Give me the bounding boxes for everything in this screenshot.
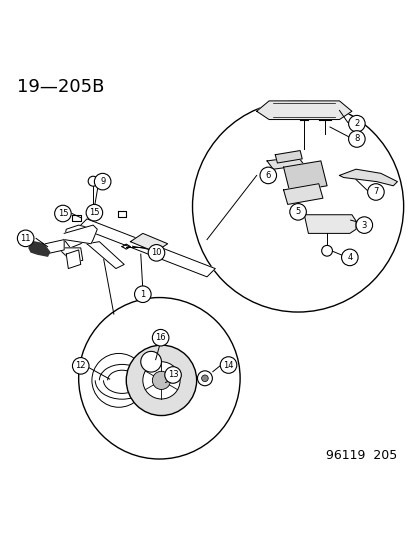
Circle shape — [72, 358, 89, 374]
Polygon shape — [29, 241, 50, 256]
Polygon shape — [304, 215, 355, 233]
Text: 16: 16 — [155, 333, 166, 342]
Text: 7: 7 — [373, 188, 377, 197]
Text: 8: 8 — [354, 134, 358, 143]
Polygon shape — [266, 157, 304, 169]
Polygon shape — [130, 233, 167, 252]
Circle shape — [86, 204, 102, 221]
Circle shape — [289, 204, 306, 220]
Text: 12: 12 — [75, 361, 86, 370]
Circle shape — [148, 245, 164, 261]
Polygon shape — [72, 215, 81, 221]
Circle shape — [140, 351, 161, 372]
Circle shape — [142, 362, 180, 399]
Polygon shape — [283, 161, 326, 192]
Circle shape — [164, 367, 181, 383]
Text: 1: 1 — [140, 290, 145, 298]
Circle shape — [348, 115, 364, 132]
Polygon shape — [118, 211, 126, 217]
Text: 3: 3 — [361, 221, 366, 230]
Text: 15: 15 — [89, 208, 100, 217]
Circle shape — [88, 176, 98, 186]
Text: 4: 4 — [347, 253, 351, 262]
Polygon shape — [78, 219, 215, 277]
Text: 96119  205: 96119 205 — [325, 449, 396, 462]
Text: 14: 14 — [223, 360, 233, 369]
Polygon shape — [87, 241, 124, 269]
Circle shape — [152, 329, 169, 346]
Text: 6: 6 — [265, 171, 270, 180]
Polygon shape — [64, 225, 89, 248]
Text: 19—205B: 19—205B — [17, 78, 104, 96]
Text: 2: 2 — [354, 119, 358, 128]
Circle shape — [126, 345, 196, 416]
Polygon shape — [339, 169, 396, 186]
Circle shape — [348, 131, 364, 147]
Text: 15: 15 — [57, 209, 68, 218]
Text: 9: 9 — [100, 177, 105, 186]
Text: 13: 13 — [167, 370, 178, 379]
Text: 5: 5 — [295, 207, 300, 216]
Circle shape — [55, 205, 71, 222]
Circle shape — [94, 173, 111, 190]
Circle shape — [134, 286, 151, 303]
Text: 11: 11 — [20, 234, 31, 243]
Polygon shape — [45, 240, 64, 254]
Polygon shape — [283, 184, 322, 204]
Circle shape — [259, 167, 276, 184]
Circle shape — [355, 217, 372, 233]
Circle shape — [197, 371, 212, 386]
Text: 10: 10 — [151, 248, 161, 257]
Polygon shape — [64, 225, 97, 244]
Circle shape — [220, 357, 236, 373]
Circle shape — [321, 245, 332, 256]
Polygon shape — [58, 248, 83, 262]
Circle shape — [17, 230, 34, 247]
Circle shape — [367, 184, 383, 200]
Circle shape — [152, 372, 170, 390]
Polygon shape — [66, 250, 81, 269]
Circle shape — [201, 375, 208, 382]
Polygon shape — [256, 101, 351, 119]
Circle shape — [341, 249, 357, 265]
Polygon shape — [275, 151, 301, 163]
